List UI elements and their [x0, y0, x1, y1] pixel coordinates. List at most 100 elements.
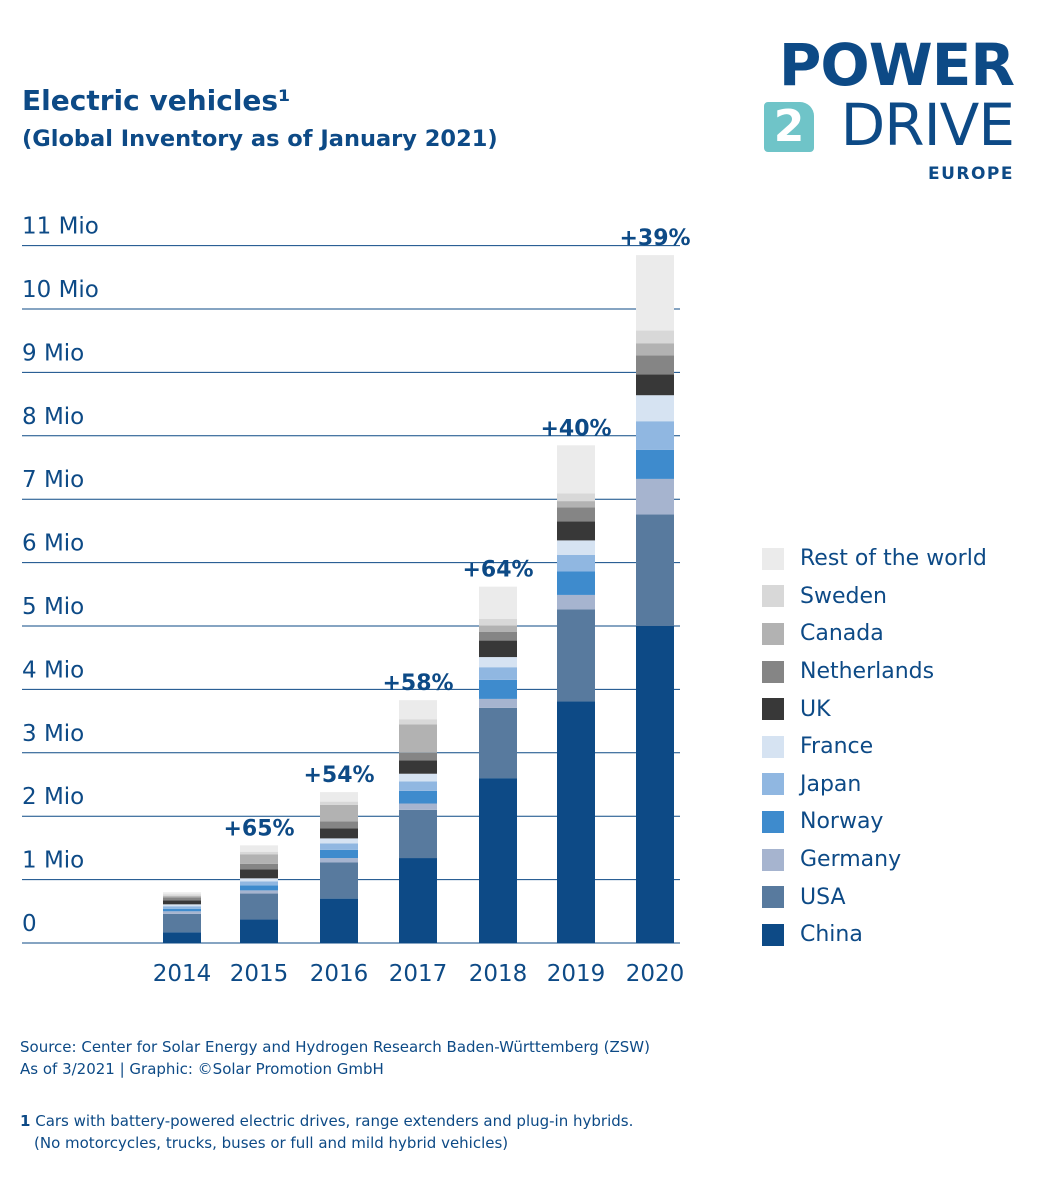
bar-segment-japan: [636, 421, 674, 450]
legend-swatch: [762, 810, 784, 833]
legend-swatch: [762, 622, 784, 645]
bar-segment-rest-of-the-world: [479, 586, 517, 620]
legend-label: Germany: [800, 847, 902, 873]
bar-segment-france: [240, 878, 278, 882]
power2drive-logo: POWER 2 DRIVE EUROPE: [758, 31, 1015, 186]
stacked-bar-chart: 0 1 Mio 2 Mio 3 Mio 4 Mio 5 Mio 6 Mio 7 Mio 8 Mi…: [22, 214, 691, 987]
x-tick-label: 2015: [230, 961, 289, 987]
bar-segment-canada: [399, 724, 437, 753]
legend-item: Sweden: [762, 578, 987, 616]
bar-segment-sweden: [320, 801, 358, 805]
bar-segment-canada: [636, 343, 674, 356]
bar-segment-japan: [240, 881, 278, 886]
legend-swatch: [762, 585, 784, 608]
legend-item: China: [762, 916, 987, 954]
bar-segment-uk: [479, 640, 517, 658]
x-tick-label: 2018: [469, 961, 528, 987]
y-tick-label: 6 Mio: [22, 531, 84, 557]
legend-swatch: [762, 698, 784, 721]
source-note: Source: Center for Solar Energy and Hydr…: [20, 1036, 650, 1080]
legend-swatch: [762, 660, 784, 683]
bar-segment-france: [636, 395, 674, 422]
legend-label: China: [800, 922, 863, 948]
bar-stack-2017: [399, 700, 437, 943]
y-tick-label: 0: [22, 911, 37, 937]
y-tick-label: 7 Mio: [22, 467, 84, 493]
bar-stack-2018: [479, 586, 517, 943]
legend-item: Germany: [762, 841, 987, 879]
bar-stack-2015: [240, 845, 278, 943]
bar-segment-china: [636, 626, 674, 943]
legend-label: UK: [800, 696, 831, 722]
legend-swatch: [762, 848, 784, 871]
bar-segment-usa: [479, 707, 517, 779]
footnote: 1 Cars with battery-powered electric dri…: [20, 1110, 633, 1154]
logo-power-text: POWER: [778, 31, 1015, 99]
legend-item: Norway: [762, 803, 987, 841]
bar-segment-rest-of-the-world: [240, 845, 278, 852]
bar-segment-germany: [636, 478, 674, 515]
bar-segment-china: [240, 919, 278, 943]
growth-label: +58%: [382, 671, 453, 696]
bar-segment-netherlands: [399, 752, 437, 761]
bar-segment-china: [163, 932, 201, 943]
bar-segment-rest-of-the-world: [320, 792, 358, 802]
bar-segment-netherlands: [163, 897, 201, 901]
y-tick-label: 10 Mio: [22, 277, 99, 303]
bar-segment-norway: [240, 885, 278, 891]
growth-labels: +65% +54% +58% +64% +40% +39%: [223, 226, 690, 841]
bar-segment-france: [320, 838, 358, 844]
bar-segment-uk: [240, 869, 278, 879]
legend-item: France: [762, 728, 987, 766]
bar-segment-sweden: [479, 619, 517, 626]
bar-segment-usa: [636, 514, 674, 626]
y-tick-label: 2 Mio: [22, 784, 84, 810]
bar-segment-japan: [163, 906, 201, 909]
bar-segment-rest-of-the-world: [399, 700, 437, 720]
x-tick-label: 2014: [153, 961, 212, 987]
footnote-line-1: 1 Cars with battery-powered electric dri…: [20, 1110, 633, 1132]
x-tick-label: 2019: [547, 961, 606, 987]
y-axis-ticks: 0 1 Mio 2 Mio 3 Mio 4 Mio 5 Mio 6 Mio 7 Mio 8 Mi…: [22, 214, 99, 937]
bar-segment-germany: [557, 594, 595, 610]
bar-segment-germany: [320, 858, 358, 863]
credit-line: As of 3/2021 | Graphic: ©Solar Promotion…: [20, 1060, 384, 1078]
bar-segment-japan: [479, 667, 517, 680]
bar-segment-uk: [399, 760, 437, 774]
legend-item: Canada: [762, 615, 987, 653]
legend-item: Netherlands: [762, 653, 987, 691]
bar-segment-uk: [320, 828, 358, 839]
bar-segment-china: [557, 701, 595, 943]
bar-segment-netherlands: [320, 821, 358, 829]
bar-segment-norway: [557, 571, 595, 595]
growth-label: +39%: [619, 226, 690, 251]
bar-stack-2020: [636, 255, 674, 943]
bar-segment-france: [557, 540, 595, 555]
footnote-text: Cars with battery-powered electric drive…: [35, 1112, 634, 1130]
bar-segment-norway: [479, 679, 517, 699]
chart-subtitle: (Global Inventory as of January 2021): [22, 126, 498, 152]
bar-segment-norway: [636, 449, 674, 479]
bar-segment-netherlands: [479, 631, 517, 641]
legend-label: Canada: [800, 621, 884, 647]
growth-label: +40%: [540, 416, 611, 441]
bar-segment-france: [479, 657, 517, 668]
bar-segment-canada: [557, 501, 595, 508]
y-tick-label: 5 Mio: [22, 594, 84, 620]
bar-segment-france: [399, 773, 437, 782]
bar-segment-usa: [320, 862, 358, 899]
y-tick-label: 4 Mio: [22, 657, 84, 683]
x-tick-label: 2020: [626, 961, 685, 987]
bar-segment-china: [479, 778, 517, 943]
growth-label: +65%: [223, 816, 294, 841]
growth-label: +54%: [303, 763, 374, 788]
bar-segment-rest-of-the-world: [557, 445, 595, 494]
legend-label: Netherlands: [800, 659, 935, 685]
bar-segment-uk: [636, 374, 674, 396]
bar-segment-china: [399, 858, 437, 943]
legend-swatch: [762, 886, 784, 909]
legend-swatch: [762, 923, 784, 946]
bar-segment-sweden: [557, 493, 595, 502]
bar-segment-germany: [163, 911, 201, 914]
bar-segment-france: [163, 904, 201, 907]
